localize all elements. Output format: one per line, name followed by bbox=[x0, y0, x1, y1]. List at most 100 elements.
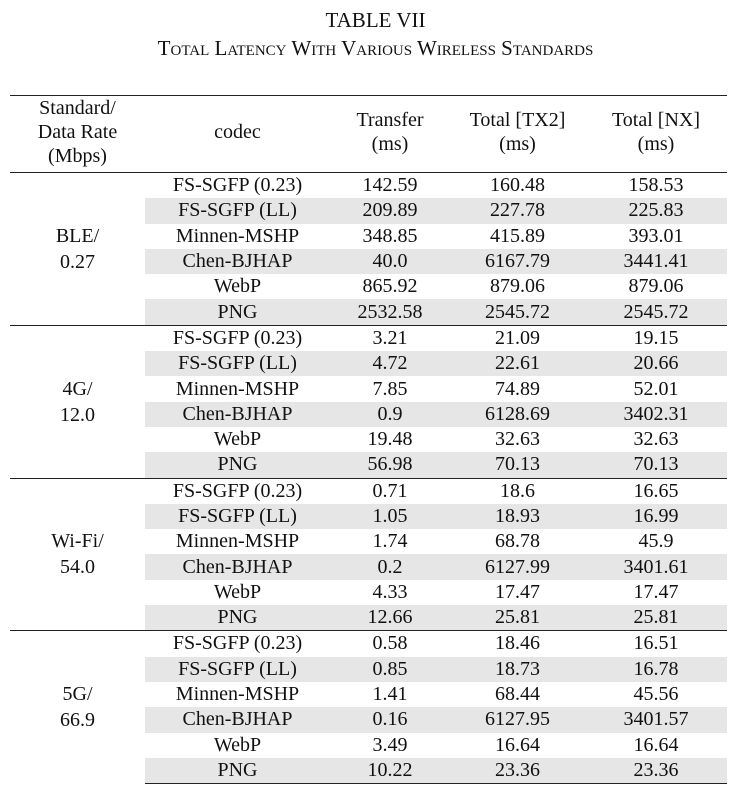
value-cell: 0.71 bbox=[330, 477, 450, 504]
value-cell: 20.66 bbox=[585, 351, 727, 377]
codec-cell: WebP bbox=[213, 275, 262, 298]
table-row: WebP 865.92 879.06 879.06 bbox=[10, 274, 727, 299]
table-row: Chen-BJHAP 0.2 6127.99 3401.61 bbox=[10, 554, 727, 580]
value-cell: 18.46 bbox=[450, 630, 585, 657]
table-row: FS-SGFP (LL) 209.89 227.78 225.83 bbox=[10, 198, 727, 224]
value-cell: 0.16 bbox=[330, 707, 450, 733]
value-cell: 23.36 bbox=[450, 757, 585, 785]
value-cell: 0.9 bbox=[330, 401, 450, 427]
value-cell: 209.89 bbox=[330, 198, 450, 224]
value-cell: 56.98 bbox=[330, 452, 450, 479]
codec-cell: Minnen-MSHP bbox=[175, 683, 300, 706]
standard-cell: BLE/ 0.27 bbox=[55, 224, 100, 273]
value-cell: 16.51 bbox=[585, 630, 727, 657]
codec-cell: FS-SGFP (LL) bbox=[145, 351, 330, 377]
codec-cell: FS-SGFP (0.23) bbox=[145, 477, 330, 504]
value-cell: 2545.72 bbox=[585, 299, 727, 326]
value-cell: 18.6 bbox=[450, 477, 585, 504]
codec-cell: FS-SGFP (LL) bbox=[145, 656, 330, 682]
value-cell: 3402.31 bbox=[585, 401, 727, 427]
value-cell: 17.47 bbox=[495, 580, 540, 603]
value-cell: 45.9 bbox=[638, 530, 674, 553]
value-cell: 6167.79 bbox=[450, 248, 585, 275]
value-cell: 1.41 bbox=[372, 683, 408, 706]
table-row: Chen-BJHAP 0.16 6127.95 3401.57 bbox=[10, 707, 727, 733]
value-cell: 0.2 bbox=[330, 554, 450, 580]
codec-cell: FS-SGFP (LL) bbox=[145, 503, 330, 530]
value-cell: 32.63 bbox=[495, 428, 540, 451]
value-cell: 348.85 bbox=[362, 224, 418, 247]
value-cell: 3.49 bbox=[372, 733, 408, 756]
header-row: Standard/ Data Rate (Mbps) codec Transfer … bbox=[10, 95, 727, 173]
value-cell: 0.85 bbox=[330, 656, 450, 682]
value-cell: 393.01 bbox=[628, 224, 684, 247]
value-cell: 2532.58 bbox=[330, 299, 450, 326]
value-cell: 3.21 bbox=[330, 324, 450, 352]
value-cell: 68.78 bbox=[495, 530, 540, 553]
value-cell: 227.78 bbox=[450, 198, 585, 224]
value-cell: 18.93 bbox=[450, 503, 585, 530]
value-cell: 16.78 bbox=[585, 656, 727, 682]
value-cell: 16.64 bbox=[495, 733, 540, 756]
value-cell: 3441.41 bbox=[585, 248, 727, 275]
table-row: Minnen-MSHP 1.41 68.44 45.56 bbox=[10, 682, 727, 707]
value-cell: 4.72 bbox=[330, 351, 450, 377]
value-cell: 68.44 bbox=[495, 683, 540, 706]
codec-cell: PNG bbox=[145, 452, 330, 479]
header-cell: Transfer (ms) bbox=[330, 95, 450, 173]
value-cell: 879.06 bbox=[628, 275, 684, 298]
table-row: Wi-Fi/ 54.0 FS-SGFP (0.23) 0.71 18.6 16.65 bbox=[10, 477, 727, 631]
table-title: Total Latency With Various Wireless Stan… bbox=[157, 36, 594, 60]
table-row: Minnen-MSHP 348.85 415.89 393.01 bbox=[10, 224, 727, 249]
value-cell: 22.61 bbox=[450, 351, 585, 377]
value-cell: 21.09 bbox=[450, 324, 585, 352]
value-cell: 23.36 bbox=[585, 757, 727, 785]
table-row: Chen-BJHAP 40.0 6167.79 3441.41 bbox=[10, 248, 727, 275]
value-cell: 415.89 bbox=[490, 224, 545, 247]
table-label: TABLE VII bbox=[325, 8, 426, 32]
table-row: WebP 3.49 16.64 16.64 bbox=[10, 733, 727, 758]
standard-cell: Wi-Fi/ 54.0 bbox=[10, 477, 145, 631]
codec-cell: FS-SGFP (0.23) bbox=[172, 174, 303, 197]
value-cell: 52.01 bbox=[633, 377, 679, 400]
value-cell: 16.64 bbox=[633, 733, 679, 756]
codec-cell: PNG bbox=[145, 757, 330, 785]
codec-cell: Chen-BJHAP bbox=[145, 248, 330, 275]
codec-cell: PNG bbox=[145, 605, 330, 631]
value-cell: 865.92 bbox=[362, 275, 418, 298]
value-cell: 45.56 bbox=[633, 683, 679, 706]
table-row: BLE/ 0.27 FS-SGFP (0.23) 142.59 160.48 158.5… bbox=[10, 173, 727, 273]
codec-cell: WebP bbox=[213, 580, 262, 603]
value-cell: 70.13 bbox=[585, 452, 727, 479]
codec-cell: PNG bbox=[145, 299, 330, 326]
codec-cell: Minnen-MSHP bbox=[175, 530, 300, 553]
table-row: PNG 12.66 25.81 25.81 bbox=[10, 605, 727, 631]
value-cell: 10.22 bbox=[330, 757, 450, 785]
table-row: PNG 2532.58 2545.72 2545.72 bbox=[10, 299, 727, 326]
value-cell: 3401.57 bbox=[585, 707, 727, 733]
value-cell: 19.15 bbox=[585, 324, 727, 352]
value-cell: 160.48 bbox=[490, 174, 545, 197]
value-cell: 18.73 bbox=[450, 656, 585, 682]
value-cell: 0.58 bbox=[330, 630, 450, 657]
codec-cell: Minnen-MSHP bbox=[175, 224, 300, 247]
table-row: Minnen-MSHP 1.74 68.78 45.9 bbox=[10, 529, 727, 554]
value-cell: 1.74 bbox=[372, 530, 408, 553]
standard-cell: 5G/ 66.9 bbox=[10, 630, 145, 784]
value-cell: 6127.99 bbox=[450, 554, 585, 580]
value-cell: 3401.61 bbox=[585, 554, 727, 580]
table-body: BLE/ 0.27 FS-SGFP (0.23) 142.59 160.48 158.5… bbox=[10, 173, 727, 785]
value-cell: 7.85 bbox=[372, 377, 408, 400]
value-cell: 158.53 bbox=[628, 174, 684, 197]
table-row: WebP 19.48 32.63 32.63 bbox=[10, 427, 727, 452]
codec-cell: Minnen-MSHP bbox=[175, 377, 300, 400]
codec-cell: Chen-BJHAP bbox=[145, 554, 330, 580]
table-row: PNG 56.98 70.13 70.13 bbox=[10, 452, 727, 479]
table-row: Minnen-MSHP 7.85 74.89 52.01 bbox=[10, 376, 727, 401]
codec-cell: WebP bbox=[213, 428, 262, 451]
value-cell: 32.63 bbox=[633, 428, 679, 451]
value-cell: 12.66 bbox=[330, 605, 450, 631]
codec-cell: FS-SGFP (0.23) bbox=[145, 630, 330, 657]
value-cell: 2545.72 bbox=[450, 299, 585, 326]
